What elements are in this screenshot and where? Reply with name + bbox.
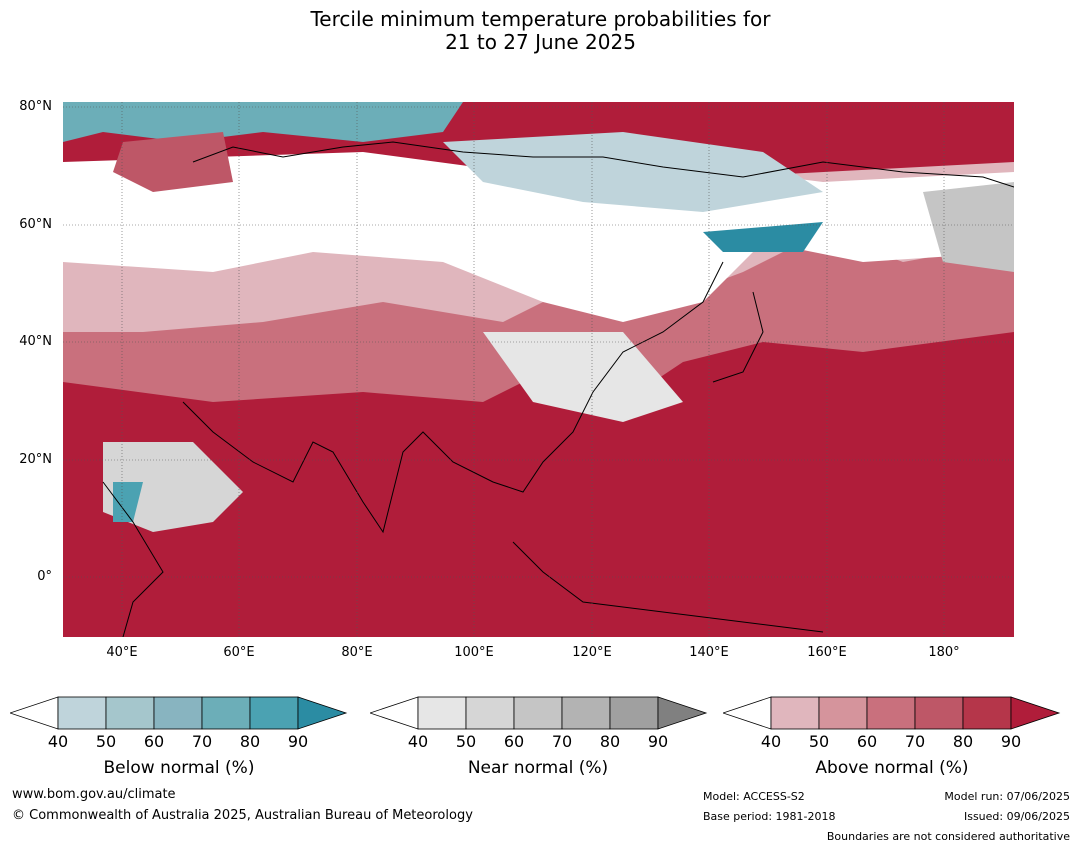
tick-above-80: 80 [952, 732, 974, 751]
map-title: Tercile minimum temperature probabilitie… [0, 8, 1081, 54]
footer-issued: Issued: 09/06/2025 [963, 810, 1070, 823]
tick-above-60: 60 [856, 732, 878, 751]
footer-model: Model: ACCESS-S2 [703, 790, 805, 803]
tick-below-80: 80 [239, 732, 261, 751]
colorbar-high-extend [657, 696, 708, 730]
tick-near-60: 60 [503, 732, 525, 751]
footer-url: www.bom.gov.au/climate [12, 787, 176, 802]
tick-near-80: 80 [599, 732, 621, 751]
lon-label-100e: 100°E [454, 645, 494, 660]
footer-base-period: Base period: 1981-2018 [703, 810, 836, 823]
colorbar-segment [249, 696, 299, 730]
colorbar-segment [513, 696, 563, 730]
tick-below-60: 60 [143, 732, 165, 751]
tick-above-70: 70 [904, 732, 926, 751]
footer-boundaries: Boundaries are not considered authoritat… [826, 830, 1070, 843]
region-below-okhotsk [703, 222, 823, 252]
tick-above-40: 40 [760, 732, 782, 751]
tick-below-50: 50 [95, 732, 117, 751]
colorbar-segment [770, 696, 820, 730]
region-near-ne [923, 182, 1014, 272]
colorbar-segment [818, 696, 868, 730]
probability-map [63, 102, 1014, 637]
region-near-arabia [103, 442, 243, 532]
title-line-2: 21 to 27 June 2025 [445, 30, 636, 54]
tick-near-70: 70 [551, 732, 573, 751]
colorbar-low-extend [723, 696, 772, 730]
lon-label-80e: 80°E [341, 645, 373, 660]
colorbar-segment [914, 696, 964, 730]
colorbar-segment [153, 696, 203, 730]
footer-copyright: © Commonwealth of Australia 2025, Austra… [12, 808, 473, 823]
lat-label-40n: 40°N [19, 334, 52, 349]
lat-label-0: 0° [37, 569, 52, 584]
colorbar-segment [417, 696, 467, 730]
colorbar-segment [866, 696, 916, 730]
colorbar-low-extend [370, 696, 419, 730]
lon-label-160e: 160°E [807, 645, 847, 660]
title-line-1: Tercile minimum temperature probabilitie… [310, 7, 771, 31]
tick-below-40: 40 [47, 732, 69, 751]
lat-label-80n: 80°N [19, 99, 52, 114]
colorbar-segment [201, 696, 251, 730]
lon-label-140e: 140°E [689, 645, 729, 660]
colorbar-below-normal [10, 696, 348, 730]
lat-label-60n: 60°N [19, 217, 52, 232]
colorbar-high-extend [1010, 696, 1061, 730]
colorbar-segment [57, 696, 107, 730]
region-near-normal [483, 332, 683, 422]
colorbar-label-below: Below normal (%) [103, 758, 255, 778]
lon-label-120e: 120°E [572, 645, 612, 660]
tick-above-90: 90 [1000, 732, 1022, 751]
colorbar-low-extend [10, 696, 59, 730]
colorbar-segment [465, 696, 515, 730]
footer-model-run: Model run: 07/06/2025 [944, 790, 1070, 803]
graticule [63, 102, 1014, 637]
lon-label-40e: 40°E [106, 645, 138, 660]
colorbar-high-extend [297, 696, 348, 730]
tick-below-90: 90 [287, 732, 309, 751]
colorbar-segment [609, 696, 659, 730]
tick-above-50: 50 [808, 732, 830, 751]
tick-near-40: 40 [407, 732, 429, 751]
colorbar-near-normal [370, 696, 708, 730]
tick-below-70: 70 [191, 732, 213, 751]
tick-near-50: 50 [455, 732, 477, 751]
colorbar-label-near: Near normal (%) [467, 758, 609, 778]
tick-near-90: 90 [647, 732, 669, 751]
coastlines [102, 141, 1014, 637]
colorbar-above-normal [723, 696, 1061, 730]
colorbar-label-above: Above normal (%) [815, 758, 969, 778]
lon-label-60e: 60°E [223, 645, 255, 660]
lon-label-180: 180° [928, 645, 960, 660]
region-below-ethiopia [113, 482, 143, 522]
region-below-siberia [443, 132, 823, 212]
region-above-scandinavia [113, 132, 233, 192]
colorbar-segment [561, 696, 611, 730]
lat-label-20n: 20°N [19, 452, 52, 467]
colorbar-segment [962, 696, 1012, 730]
colorbar-segment [105, 696, 155, 730]
region-below-arctic [63, 102, 463, 142]
